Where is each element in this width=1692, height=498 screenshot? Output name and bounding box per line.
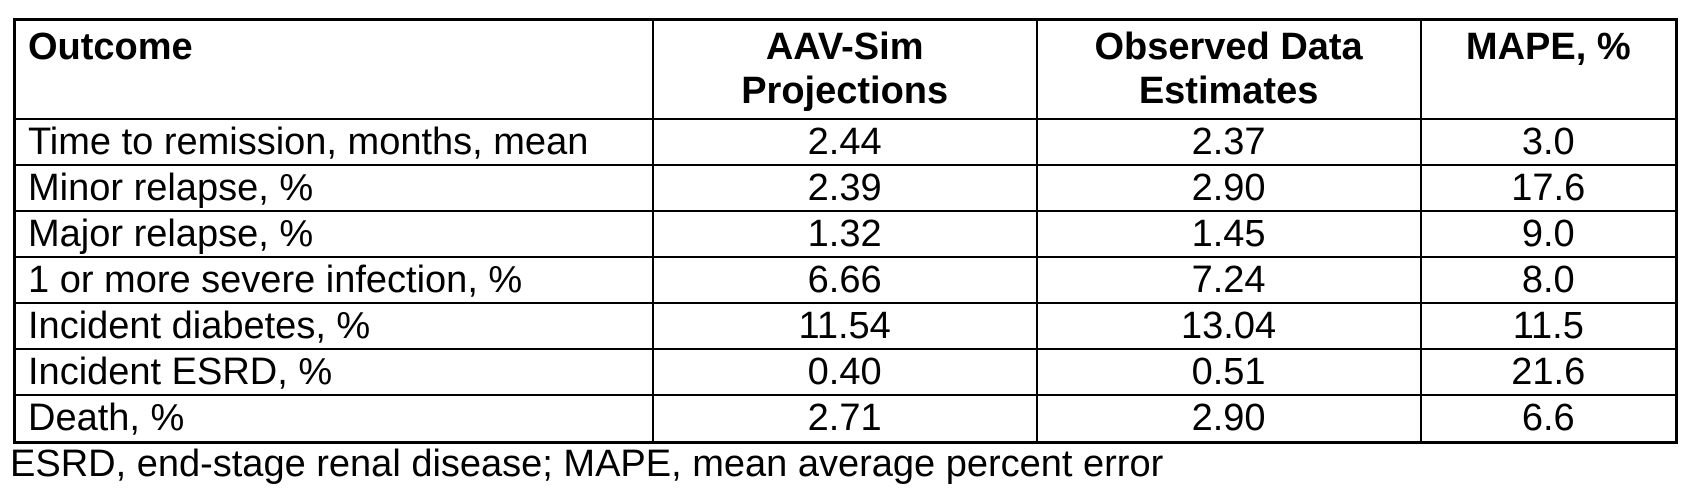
cell-observed: 2.37	[1035, 117, 1422, 167]
column-header-outcome: Outcome	[13, 18, 654, 120]
cell-outcome: 1 or more severe infection, %	[13, 256, 654, 305]
cell-aav-sim: 2.39	[651, 164, 1038, 213]
validation-table: Outcome AAV-Sim Projections Observed Dat…	[13, 18, 1678, 444]
column-header-observed: Observed Data Estimates	[1035, 18, 1422, 120]
cell-mape: 3.0	[1419, 117, 1678, 167]
table-row: Incident diabetes, % 11.54 13.04 11.5	[13, 302, 1678, 351]
cell-mape: 9.0	[1419, 210, 1678, 259]
cell-observed: 7.24	[1035, 256, 1422, 305]
cell-mape: 8.0	[1419, 256, 1678, 305]
table-row: Minor relapse, % 2.39 2.90 17.6	[13, 164, 1678, 213]
table-row: Time to remission, months, mean 2.44 2.3…	[13, 117, 1678, 167]
table-row: 1 or more severe infection, % 6.66 7.24 …	[13, 256, 1678, 305]
cell-observed: 13.04	[1035, 302, 1422, 351]
column-header-aav-sim: AAV-Sim Projections	[651, 18, 1038, 120]
cell-aav-sim: 11.54	[651, 302, 1038, 351]
table-row: Incident ESRD, % 0.40 0.51 21.6	[13, 348, 1678, 397]
cell-mape: 6.6	[1419, 394, 1678, 444]
table-row: Death, % 2.71 2.90 6.6	[13, 394, 1678, 444]
cell-aav-sim: 2.44	[651, 117, 1038, 167]
cell-aav-sim: 1.32	[651, 210, 1038, 259]
cell-observed: 2.90	[1035, 394, 1422, 444]
cell-aav-sim: 0.40	[651, 348, 1038, 397]
cell-observed: 1.45	[1035, 210, 1422, 259]
cell-mape: 11.5	[1419, 302, 1678, 351]
cell-outcome: Incident ESRD, %	[13, 348, 654, 397]
cell-aav-sim: 6.66	[651, 256, 1038, 305]
cell-observed: 0.51	[1035, 348, 1422, 397]
cell-mape: 17.6	[1419, 164, 1678, 213]
cell-mape: 21.6	[1419, 348, 1678, 397]
abbreviations-footnote: ESRD, end-stage renal disease; MAPE, mea…	[10, 443, 1164, 485]
table-header-row: Outcome AAV-Sim Projections Observed Dat…	[13, 18, 1678, 120]
table-row: Major relapse, % 1.32 1.45 9.0	[13, 210, 1678, 259]
cell-outcome: Minor relapse, %	[13, 164, 654, 213]
cell-outcome: Death, %	[13, 394, 654, 444]
column-header-mape: MAPE, %	[1419, 18, 1678, 120]
cell-aav-sim: 2.71	[651, 394, 1038, 444]
cell-outcome: Time to remission, months, mean	[13, 117, 654, 167]
cell-outcome: Major relapse, %	[13, 210, 654, 259]
cell-observed: 2.90	[1035, 164, 1422, 213]
cell-outcome: Incident diabetes, %	[13, 302, 654, 351]
